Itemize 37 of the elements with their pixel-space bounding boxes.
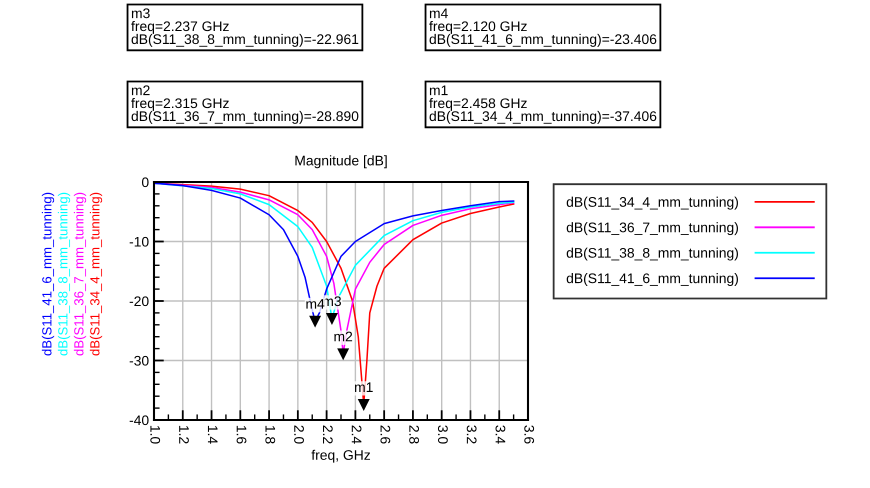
y-tick-label: 0 xyxy=(142,177,149,188)
x-tick-label: 1.8 xyxy=(265,426,276,444)
y-tick-label: -20 xyxy=(130,296,149,306)
text: dB(S11_36_7_mm_tunning) xyxy=(74,192,86,356)
annotation: m3 xyxy=(323,296,341,306)
x-tick-label: 1.4 xyxy=(208,426,218,444)
y-tick-label: -30 xyxy=(130,356,149,366)
x-tick-label: 2.0 xyxy=(294,426,304,444)
text: dB(S11_38_8_mm_tunning) xyxy=(58,192,70,356)
legend-label: dB(S11_34_4_mm_tunning) xyxy=(566,196,738,210)
x-tick-label: 2.4 xyxy=(352,426,362,444)
x-tick-label: 2.6 xyxy=(380,426,390,444)
chart-title: Magnitude [dB] xyxy=(295,155,387,168)
x-tick-label: 1.2 xyxy=(179,426,189,444)
annotation: m2 xyxy=(334,332,352,342)
x-axis-title: freq, GHz xyxy=(311,450,370,463)
x-tick-label: 1.0 xyxy=(150,426,160,444)
x-tick-label: 2.2 xyxy=(323,426,333,444)
x-tick-label: 3.4 xyxy=(496,425,506,444)
annotation: m1 xyxy=(355,382,373,392)
x-tick-label: 2.8 xyxy=(409,426,420,444)
legend-label: dB(S11_41_6_mm_tunning) xyxy=(566,273,738,286)
text: m1 freq=2.458 GHz dB(S11_34_4_mm_tunning)=-37.406 xyxy=(429,86,656,124)
text: m4 freq=2.120 GHz dB(S11_41_6_mm_tunning)=-23.406 xyxy=(429,8,656,47)
annotation: m4 xyxy=(306,299,324,309)
x-tick-label: 1.6 xyxy=(236,426,246,444)
text: m2 freq=2.315 GHz dB(S11_36_7_mm_tunning)=-28.890 xyxy=(131,85,358,124)
y-tick-label: -10 xyxy=(130,236,149,247)
x-tick-label: 3.0 xyxy=(438,425,448,444)
x-tick-label: 3.2 xyxy=(466,425,477,444)
text: dB(S11_34_4_mm_tunning) xyxy=(90,192,102,356)
x-tick-label: 3.6 xyxy=(524,425,534,444)
text: m3 freq=2.237 GHz dB(S11_38_8_mm_tunning)=-22.961 xyxy=(131,8,358,47)
text: dB(S11_41_6_mm_tunning) xyxy=(42,192,54,356)
legend-label: dB(S11_36_7_mm_tunning) xyxy=(566,222,738,236)
y-tick-label: -40 xyxy=(130,415,149,426)
legend-label: dB(S11_38_8_mm_tunning) xyxy=(566,248,738,261)
